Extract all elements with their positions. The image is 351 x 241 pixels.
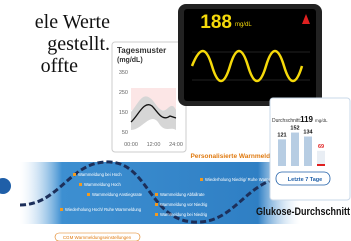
avg-unit: mg/dL: [315, 118, 328, 123]
x-tick-label: 24:00: [169, 142, 183, 148]
x-tick-label: 00:00: [124, 142, 138, 148]
alert-icon: [87, 193, 90, 196]
bar-label: 121: [277, 132, 286, 138]
y-tick-label: 50: [122, 130, 128, 136]
alert-icon: [73, 173, 76, 176]
intro-line: ele Werte: [35, 11, 110, 33]
bar-label: 134: [303, 130, 313, 136]
alert-icon: [200, 178, 203, 181]
glucose-unit: mg/dL: [235, 22, 252, 28]
bar: [317, 151, 325, 166]
page: {"intro_text": ["ele Werte", "gestellt."…: [0, 0, 351, 241]
alert-icon: [155, 193, 158, 196]
alert-icon: [60, 208, 63, 211]
alert-icon: [155, 213, 158, 216]
alert-item: Wiederholung Hoch/ Ruhe Warnmeldung: [65, 207, 142, 212]
bar: [278, 139, 286, 166]
alerts-footer: CGM Warnmeldungseinstellungen: [63, 235, 132, 240]
alert-item: Warnmeldung Abfallrate: [160, 192, 205, 197]
bar: [304, 137, 312, 166]
card-title: Tagesmuster: [117, 46, 166, 55]
bar-accent: [317, 164, 325, 166]
screenshot: ele Werte gestellt. offte Personalisiert…: [0, 0, 351, 241]
alert-item: Warnmeldung bei Hoch: [78, 172, 122, 177]
intro-line: offte: [41, 55, 79, 77]
glucose-value: 188: [200, 12, 232, 33]
caption: Glukose-Durchschnitt: [256, 206, 350, 218]
alert-item: Warnmeldung bei Niedrig: [160, 212, 208, 217]
alerts-banner: Personalisierte Warnmeldungen Warnmeldun…: [0, 153, 300, 241]
icon: [0, 178, 11, 194]
y-tick-label: 250: [119, 90, 128, 96]
x-tick-label: 12:00: [147, 142, 161, 148]
alert-item: Warnmeldung Hoch: [84, 182, 122, 187]
y-tick-label: 150: [119, 110, 128, 116]
bar: [291, 133, 299, 166]
card-unit: (mg/dL): [117, 57, 143, 64]
bar-label: 69: [318, 144, 324, 150]
alert-icon: [155, 203, 158, 206]
y-tick-label: 350: [119, 70, 128, 76]
alert-item: Warnmeldung vor Niedrig: [160, 202, 208, 207]
button-label: Letzte 7 Tage: [288, 177, 322, 183]
average-card: Durchschnitt: 119 mg/dL 121 152 134 69 Letz…: [270, 98, 350, 200]
avg-label: Durchschnitt:: [272, 118, 301, 124]
phone: 188 mg/dL: [178, 4, 322, 106]
daily-pattern-card: Tagesmuster (mg/dL) 350 250 150 50 00:00 12:0…: [112, 42, 186, 152]
bar-label: 152: [290, 126, 299, 132]
alert-item: Warnmeldung Anstiegsrate: [92, 192, 143, 197]
avg-value: 119: [300, 115, 313, 124]
alert-icon: [79, 183, 82, 186]
intro-line: gestellt.: [47, 33, 110, 55]
